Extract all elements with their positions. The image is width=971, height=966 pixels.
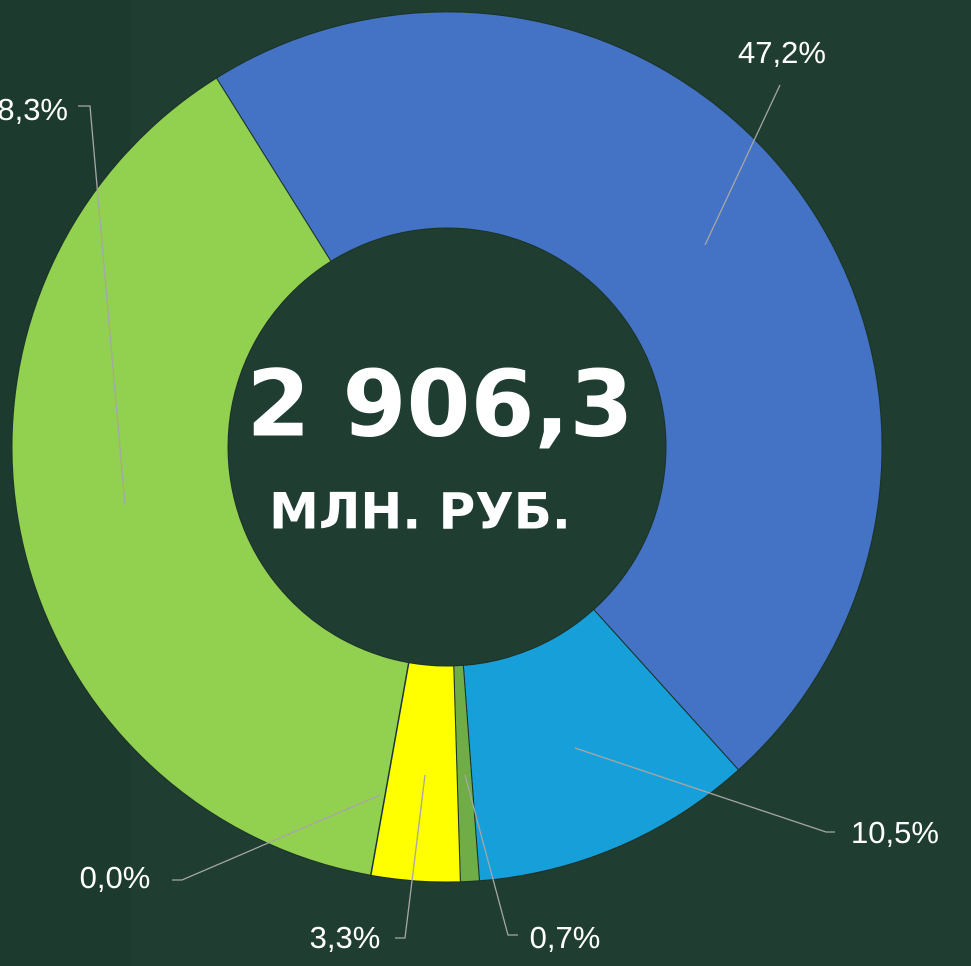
- leader-line: [704, 84, 781, 246]
- leader-line: [574, 747, 835, 833]
- data-label: 47,2%: [738, 35, 826, 70]
- data-label: 10,5%: [851, 815, 939, 850]
- donut-slice: [462, 608, 740, 882]
- leader-line: [464, 774, 518, 936]
- data-label: 0,7%: [530, 920, 601, 955]
- center-unit: МЛН. РУБ.: [269, 483, 571, 541]
- donut-slice: [215, 11, 883, 771]
- donut-slice: [11, 77, 410, 876]
- center-value: 2 906,3: [246, 350, 633, 457]
- leader-line: [172, 794, 381, 881]
- data-label: 0,0%: [80, 860, 151, 895]
- data-label: 38,3%: [0, 92, 68, 127]
- leader-line: [78, 105, 126, 506]
- leader-line: [395, 774, 426, 939]
- data-label: 3,3%: [310, 920, 381, 955]
